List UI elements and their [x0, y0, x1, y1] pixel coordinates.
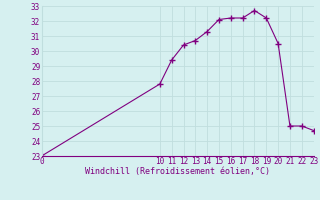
X-axis label: Windchill (Refroidissement éolien,°C): Windchill (Refroidissement éolien,°C): [85, 167, 270, 176]
